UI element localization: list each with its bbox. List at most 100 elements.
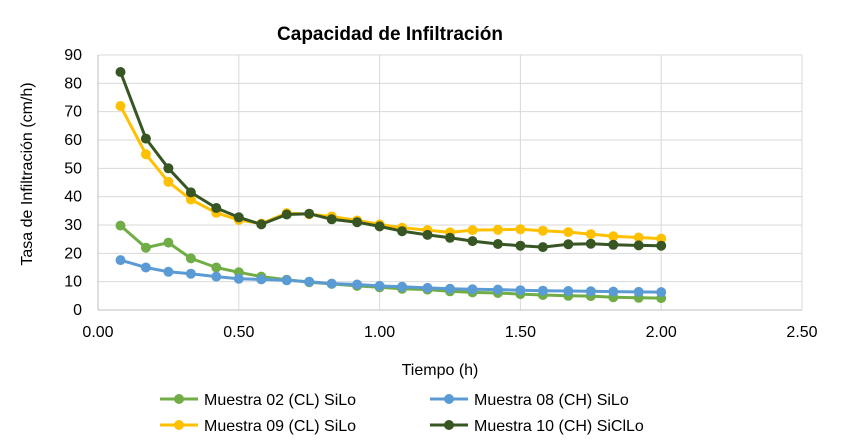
- data-point: [467, 225, 478, 236]
- legend-item: Muestra 08 (CH) SiLo: [430, 392, 629, 409]
- data-point: [492, 239, 503, 249]
- legend: Muestra 02 (CL) SiLo Muestra 08 (CH) SiLo…: [160, 392, 644, 435]
- data-point: [185, 187, 196, 198]
- data-point: [374, 221, 385, 232]
- data-point: [633, 240, 644, 251]
- data-point: [585, 229, 596, 240]
- data-point: [422, 282, 433, 293]
- y-tick-label: 20: [64, 245, 82, 262]
- data-point: [163, 266, 174, 277]
- x-tick-label: 1.50: [505, 324, 536, 341]
- data-point: [633, 232, 644, 243]
- data-point: [585, 286, 596, 297]
- series-3: [115, 101, 667, 244]
- data-point: [515, 240, 526, 251]
- data-point: [185, 268, 196, 279]
- data-point: [140, 262, 151, 273]
- data-point: [256, 274, 267, 285]
- x-tick-label: 2.50: [786, 324, 817, 341]
- data-point: [445, 283, 455, 294]
- data-point: [492, 284, 503, 295]
- data-point: [140, 133, 151, 144]
- legend-label: Muestra 02 (CL) SiLo: [204, 392, 356, 409]
- legend-label: Muestra 09 (CL) SiLo: [204, 418, 356, 435]
- data-point: [492, 224, 503, 235]
- data-point: [445, 232, 455, 243]
- data-point: [563, 227, 574, 238]
- y-axis-label: Tasa de Infiltración (cm/h): [19, 82, 36, 265]
- data-point: [515, 285, 526, 296]
- y-tick-label: 0: [73, 302, 82, 319]
- data-point: [656, 233, 667, 244]
- series-2: [115, 255, 667, 298]
- data-point: [633, 286, 644, 297]
- data-point: [467, 284, 478, 295]
- legend-swatch-marker: [444, 394, 454, 404]
- tick-labels: 0 10 20 30 40 50 60 70 80 90 0.00 0.50 1.00 1.50 2.00 2…: [64, 47, 817, 341]
- y-tick-label: 40: [64, 189, 82, 206]
- data-point: [304, 276, 315, 287]
- y-tick-label: 10: [64, 274, 82, 291]
- y-tick-label: 70: [64, 104, 82, 121]
- data-point: [115, 220, 126, 231]
- data-point: [185, 194, 196, 205]
- data-point: [140, 149, 151, 160]
- data-point: [211, 271, 222, 282]
- data-point: [233, 273, 244, 284]
- data-point: [326, 214, 337, 225]
- y-tick-label: 90: [64, 47, 82, 64]
- data-point: [211, 262, 222, 273]
- legend-swatch-marker: [174, 394, 184, 404]
- data-point: [608, 231, 619, 242]
- x-tick-label: 0.50: [223, 324, 254, 341]
- chart-title: Capacidad de Infiltración: [277, 24, 503, 45]
- data-point: [585, 238, 596, 249]
- data-point: [397, 281, 408, 292]
- series: [115, 67, 667, 304]
- series-line: [119, 71, 662, 249]
- data-point: [608, 239, 619, 250]
- y-tick-label: 60: [64, 132, 82, 149]
- data-point: [656, 240, 667, 251]
- data-point: [397, 226, 408, 237]
- data-point: [163, 163, 174, 174]
- data-point: [374, 280, 385, 291]
- legend-label: Muestra 10 (CH) SiClLo: [474, 418, 644, 435]
- legend-item: Muestra 09 (CL) SiLo: [160, 418, 356, 435]
- series-line: [119, 105, 662, 241]
- data-point: [467, 236, 478, 247]
- data-point: [304, 208, 315, 219]
- data-point: [608, 286, 619, 297]
- data-point: [326, 278, 337, 289]
- data-point: [115, 101, 126, 111]
- axes: [97, 55, 802, 311]
- data-point: [281, 275, 292, 286]
- data-point: [656, 287, 667, 298]
- data-point: [352, 279, 363, 290]
- series-line: [120, 258, 662, 294]
- data-point: [185, 253, 196, 264]
- data-point: [422, 229, 433, 240]
- data-point: [537, 285, 548, 296]
- data-point: [211, 203, 222, 213]
- gridlines: [98, 54, 803, 310]
- x-tick-label: 2.00: [646, 324, 677, 341]
- legend-swatch-marker: [444, 420, 454, 430]
- y-tick-label: 30: [64, 217, 82, 234]
- data-point: [256, 219, 267, 230]
- data-point: [233, 212, 244, 223]
- data-point: [163, 237, 174, 248]
- x-tick-label: 1.00: [364, 324, 395, 341]
- legend-item: Muestra 02 (CL) SiLo: [160, 392, 356, 409]
- data-point: [563, 286, 574, 296]
- legend-label: Muestra 08 (CH) SiLo: [474, 392, 629, 409]
- data-point: [537, 242, 548, 253]
- data-point: [140, 242, 151, 253]
- y-tick-label: 80: [64, 75, 82, 92]
- series-4: [115, 67, 667, 253]
- data-point: [515, 224, 526, 235]
- data-point: [115, 67, 126, 77]
- data-point: [352, 217, 363, 228]
- data-point: [563, 239, 574, 250]
